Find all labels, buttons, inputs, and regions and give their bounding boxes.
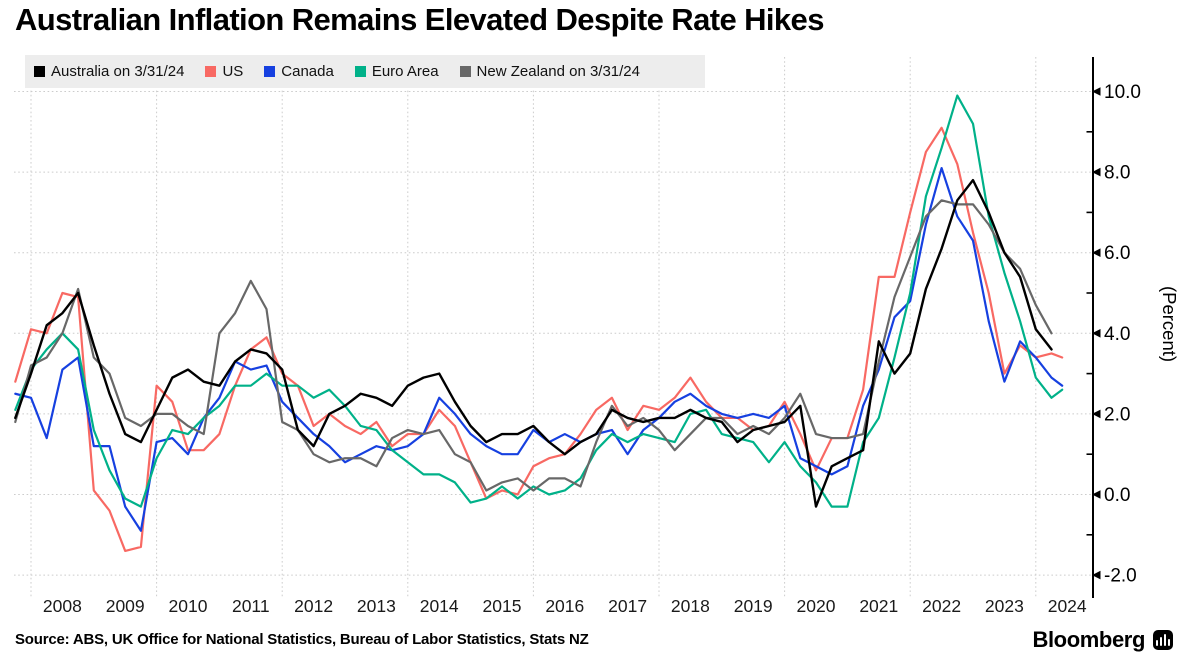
y-tick-label: 10.0 bbox=[1104, 82, 1141, 103]
legend-label: Canada bbox=[281, 63, 334, 80]
x-tick-label: 2011 bbox=[232, 596, 270, 616]
y-tick-label: 8.0 bbox=[1104, 163, 1130, 184]
y-tick-label: 2.0 bbox=[1104, 404, 1130, 425]
x-tick-label: 2015 bbox=[483, 596, 522, 616]
y-major-tick bbox=[1092, 409, 1101, 419]
legend-swatch bbox=[264, 66, 276, 77]
x-tick-label: 2008 bbox=[43, 596, 82, 616]
y-major-tick bbox=[1092, 167, 1101, 177]
x-tick-label: 2010 bbox=[169, 596, 208, 616]
x-tick-label: 2023 bbox=[985, 596, 1024, 616]
series-line-canada bbox=[14, 166, 1064, 532]
y-axis-unit-label: (Percent) bbox=[1159, 286, 1180, 362]
y-tick-label: -2.0 bbox=[1104, 566, 1137, 587]
y-major-tick bbox=[1092, 329, 1101, 338]
x-tick-label: 2022 bbox=[922, 596, 961, 616]
chart-legend: Australia on 3/31/24 US Canada Euro Area New… bbox=[25, 55, 705, 88]
chart-title: Australian Inflation Remains Elevated De… bbox=[15, 2, 824, 37]
legend-label: Australia on 3/31/24 bbox=[51, 63, 185, 80]
y-major-tick bbox=[1092, 490, 1101, 499]
x-tick-label: 2024 bbox=[1048, 596, 1087, 616]
x-tick-label: 2021 bbox=[859, 596, 898, 616]
legend-item-2[interactable]: Canada bbox=[264, 63, 334, 80]
x-tick-label: 2019 bbox=[734, 596, 773, 616]
legend-item-0[interactable]: Australia on 3/31/24 bbox=[34, 63, 184, 80]
x-tick-label: 2009 bbox=[106, 596, 145, 616]
legend-label: US bbox=[222, 63, 244, 80]
bloomberg-branding: Bloomberg bbox=[1032, 627, 1173, 653]
series-line-australia-on-3-31-24 bbox=[14, 178, 1053, 508]
bloomberg-wordmark: Bloomberg bbox=[1032, 627, 1145, 652]
x-tick-label: 2016 bbox=[545, 596, 584, 616]
x-tick-label: 2012 bbox=[294, 596, 333, 616]
legend-swatch bbox=[459, 66, 471, 77]
legend-item-1[interactable]: US bbox=[205, 63, 243, 80]
y-tick-label: 6.0 bbox=[1104, 243, 1130, 264]
y-major-tick bbox=[1092, 87, 1101, 96]
series-line-euro-area bbox=[14, 94, 1064, 508]
legend-item-4[interactable]: New Zealand on 3/31/24 bbox=[459, 63, 640, 80]
legend-swatch bbox=[34, 66, 45, 77]
source-note: Source: ABS, UK Office for National Stat… bbox=[15, 631, 589, 648]
x-tick-label: 2014 bbox=[420, 596, 459, 616]
legend-label: New Zealand on 3/31/24 bbox=[476, 63, 640, 80]
y-tick-label: 4.0 bbox=[1104, 324, 1130, 345]
y-major-tick bbox=[1092, 570, 1101, 580]
legend-swatch bbox=[205, 66, 217, 77]
x-tick-label: 2018 bbox=[671, 596, 710, 616]
legend-swatch bbox=[354, 66, 366, 77]
y-tick-label: 0.0 bbox=[1104, 485, 1130, 506]
legend-label: Euro Area bbox=[371, 63, 439, 80]
x-tick-label: 2017 bbox=[608, 596, 647, 616]
bloomberg-bars-icon bbox=[1153, 630, 1173, 650]
x-tick-label: 2013 bbox=[357, 596, 396, 616]
x-tick-label: 2020 bbox=[797, 596, 836, 616]
legend-item-3[interactable]: Euro Area bbox=[354, 63, 439, 80]
series-line-new-zealand-on-3-31-24 bbox=[14, 199, 1053, 492]
y-major-tick bbox=[1092, 248, 1101, 257]
